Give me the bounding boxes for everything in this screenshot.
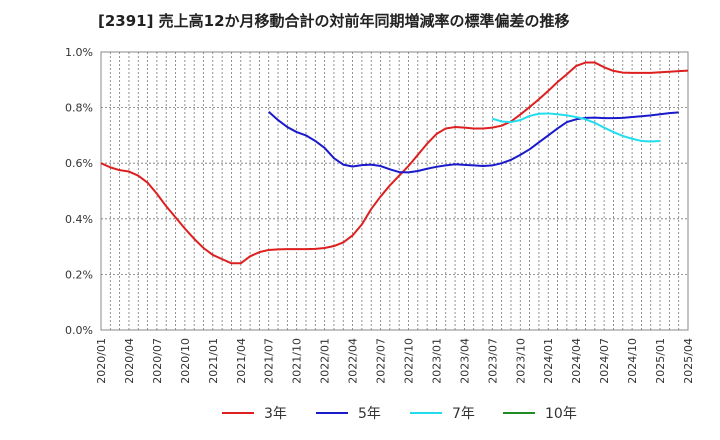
legend-label-3年: 3年	[264, 406, 287, 422]
chart-title: [2391] 売上高12か月移動合計の対前年同期増減率の標準偏差の推移	[98, 12, 570, 30]
series-line-7年	[492, 112, 661, 143]
x-tick-label: 2020/04	[123, 338, 136, 384]
x-tick-label: 2024/01	[542, 338, 555, 384]
x-tick-label: 2023/10	[514, 338, 527, 384]
x-tick-label: 2021/07	[263, 338, 276, 384]
series-line-5年	[268, 111, 679, 174]
x-tick-label: 2022/10	[402, 338, 415, 384]
x-tick-label: 2021/04	[235, 338, 248, 384]
x-tick-label: 2023/07	[486, 338, 499, 384]
x-tick-label: 2021/10	[291, 338, 304, 384]
y-tick-label: 1.0%	[65, 46, 93, 59]
x-tick-label: 2024/10	[626, 338, 639, 384]
x-tick-label: 2023/01	[430, 338, 443, 384]
x-tick-label: 2021/01	[207, 338, 220, 384]
y-tick-label: 0.2%	[65, 268, 93, 281]
x-tick-label: 2025/01	[654, 338, 667, 384]
x-tick-label: 2022/04	[347, 338, 360, 384]
series-line-3年	[100, 61, 689, 265]
x-tick-label: 2020/07	[151, 338, 164, 384]
y-tick-label: 0.4%	[65, 213, 93, 226]
x-tick-label: 2023/04	[458, 338, 471, 384]
legend-label-7年: 7年	[452, 406, 475, 422]
x-tick-label: 2020/10	[179, 338, 192, 384]
y-tick-label: 0.8%	[65, 102, 93, 115]
legend-label-5年: 5年	[358, 406, 381, 422]
x-tick-label: 2024/04	[570, 338, 583, 384]
x-tick-label: 2024/07	[598, 338, 611, 384]
y-tick-label: 0.0%	[65, 324, 93, 337]
y-tick-label: 0.6%	[65, 157, 93, 170]
x-tick-label: 2022/07	[375, 338, 388, 384]
plot-area	[100, 51, 689, 331]
legend-label-10年: 10年	[545, 406, 577, 422]
x-tick-label: 2020/01	[95, 338, 108, 384]
x-tick-label: 2022/01	[319, 338, 332, 384]
x-tick-label: 2025/04	[682, 338, 695, 384]
